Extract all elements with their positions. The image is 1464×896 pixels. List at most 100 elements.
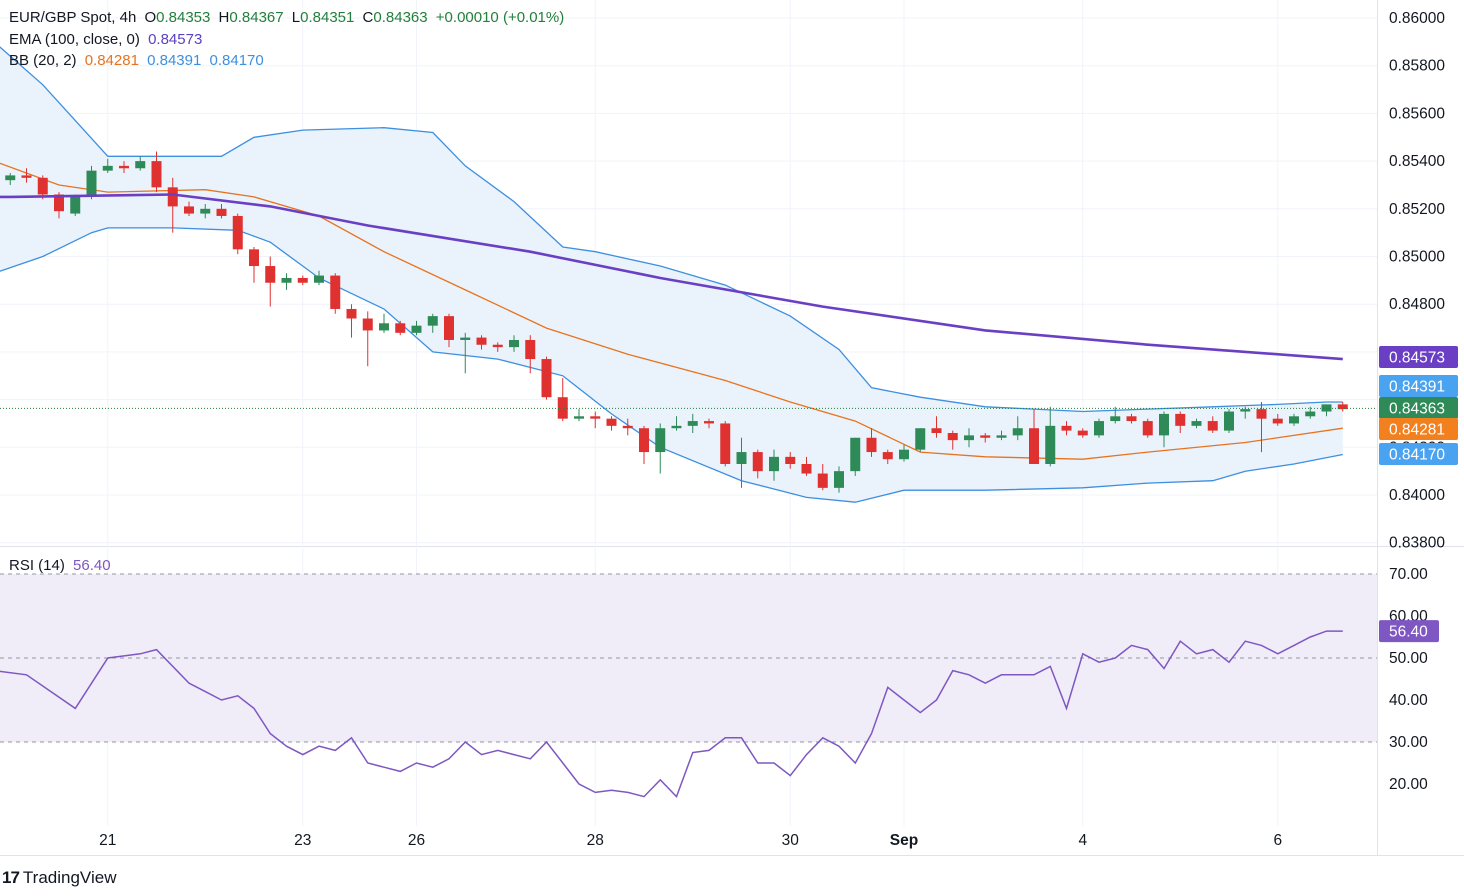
rsi-last-badge bbox=[1379, 620, 1439, 643]
candle-body bbox=[1110, 416, 1121, 422]
candle-body bbox=[102, 165, 113, 171]
candle-body bbox=[1012, 428, 1023, 436]
low-label: L bbox=[291, 9, 301, 26]
time-tick-label: 21 bbox=[99, 832, 116, 849]
symbol-legend: EUR/GBP Spot, 4h O0.84353 H0.84367 L0.84… bbox=[9, 9, 568, 27]
candle-body bbox=[184, 206, 194, 214]
rsi-label: RSI (14) bbox=[9, 557, 65, 574]
rsi-pane bbox=[0, 573, 1377, 798]
candle-body bbox=[915, 428, 926, 450]
candle-body bbox=[1126, 416, 1137, 422]
rsi-value: 56.40 bbox=[73, 557, 111, 574]
candle-body bbox=[444, 316, 454, 340]
candle-body bbox=[1305, 411, 1316, 417]
high-value: 0.84367 bbox=[229, 9, 284, 26]
time-tick-label: 26 bbox=[408, 832, 425, 849]
candle-body bbox=[590, 416, 601, 419]
candle-body bbox=[639, 428, 649, 453]
time-tick-label: 23 bbox=[294, 832, 311, 849]
tradingview-logo[interactable]: 17 TradingView bbox=[2, 868, 116, 888]
price-tick-label: 0.86000 bbox=[1389, 10, 1445, 27]
candle-body bbox=[411, 325, 422, 333]
candle-body bbox=[395, 323, 406, 333]
time-tick-label: 6 bbox=[1273, 832, 1282, 849]
candle-body bbox=[980, 435, 991, 438]
open-value: 0.84353 bbox=[156, 9, 211, 26]
time-tick-label: 30 bbox=[782, 832, 800, 849]
price-tick-label: 0.85200 bbox=[1389, 201, 1445, 218]
rsi-tick-label: 70.00 bbox=[1389, 566, 1428, 583]
candle-body bbox=[200, 208, 211, 214]
last-value-badge-text: 0.84363 bbox=[1389, 401, 1445, 418]
low-value: 0.84351 bbox=[300, 9, 355, 26]
bb-basis-line bbox=[0, 162, 1343, 460]
candle-body bbox=[736, 452, 747, 464]
time-tick-label: Sep bbox=[890, 832, 918, 849]
candle-body bbox=[1289, 416, 1299, 424]
candle-body bbox=[1077, 430, 1088, 436]
time-tick-label: 4 bbox=[1078, 832, 1087, 849]
candle-body bbox=[947, 432, 958, 441]
candle-body bbox=[86, 170, 97, 197]
candle-body bbox=[460, 337, 471, 340]
last-value-badge-text: 0.84170 bbox=[1389, 447, 1445, 464]
candle-body bbox=[362, 318, 373, 331]
last-value-badge-text: 0.84391 bbox=[1389, 379, 1445, 396]
bb-lower-value: 0.84170 bbox=[209, 52, 264, 69]
candle-body bbox=[574, 416, 584, 419]
candle-body bbox=[346, 308, 357, 319]
candle-body bbox=[1029, 428, 1039, 464]
last-value-badge-text: 0.84281 bbox=[1389, 422, 1445, 439]
bb-mid-value: 0.84281 bbox=[84, 52, 139, 69]
rsi-tick-label: 40.00 bbox=[1389, 692, 1428, 709]
price-tick-label: 0.85400 bbox=[1389, 153, 1445, 170]
candle-body bbox=[931, 428, 942, 433]
candle-body bbox=[834, 471, 844, 488]
symbol-title: EUR/GBP Spot, 4h bbox=[9, 9, 137, 26]
candle-body bbox=[297, 277, 308, 283]
candle-body bbox=[151, 161, 162, 188]
rsi-tick-label: 20.00 bbox=[1389, 776, 1428, 793]
last-value-badge bbox=[1379, 346, 1458, 368]
candle-body bbox=[1045, 425, 1056, 464]
candle-body bbox=[216, 208, 227, 216]
candle-body bbox=[704, 421, 714, 424]
price-tick-label: 0.84000 bbox=[1389, 487, 1445, 504]
bb-legend: BB (20, 2) 0.84281 0.84391 0.84170 bbox=[9, 52, 268, 70]
candle-body bbox=[899, 449, 909, 460]
change-value: +0.00010 (+0.01%) bbox=[435, 9, 565, 26]
price-tick-label: 0.85600 bbox=[1389, 105, 1445, 122]
last-value-badge bbox=[1379, 418, 1458, 440]
last-value-badge-text: 0.84573 bbox=[1389, 350, 1445, 367]
high-label: H bbox=[218, 9, 230, 26]
candle-body bbox=[541, 359, 552, 398]
candle-body bbox=[1159, 413, 1169, 436]
bb-upper-line bbox=[0, 46, 1343, 413]
close-label: C bbox=[362, 9, 374, 26]
rsi-line bbox=[0, 630, 1343, 798]
candle-body bbox=[769, 456, 779, 472]
time-tick-label: 28 bbox=[587, 832, 604, 849]
candle-body bbox=[557, 397, 568, 419]
candle-body bbox=[817, 473, 828, 488]
candle-body bbox=[1207, 421, 1218, 431]
candle-body bbox=[1337, 404, 1348, 410]
candle-body bbox=[671, 425, 682, 429]
candle-body bbox=[281, 277, 292, 283]
candle-body bbox=[70, 196, 81, 214]
rsi-legend: RSI (14) 56.40 bbox=[9, 557, 115, 575]
tradingview-mark-icon: 17 bbox=[2, 868, 20, 887]
candle-body bbox=[492, 344, 503, 348]
candle-body bbox=[655, 428, 666, 453]
candle-body bbox=[427, 316, 438, 326]
candle-body bbox=[167, 187, 178, 207]
candle-body bbox=[249, 249, 259, 267]
candle-body bbox=[1224, 411, 1234, 431]
candle-body bbox=[687, 421, 698, 426]
candle-body bbox=[379, 323, 389, 331]
last-value-badge bbox=[1379, 443, 1458, 465]
last-value-badge bbox=[1379, 375, 1458, 397]
candle-body bbox=[1191, 421, 1202, 426]
candle-body bbox=[801, 463, 812, 474]
